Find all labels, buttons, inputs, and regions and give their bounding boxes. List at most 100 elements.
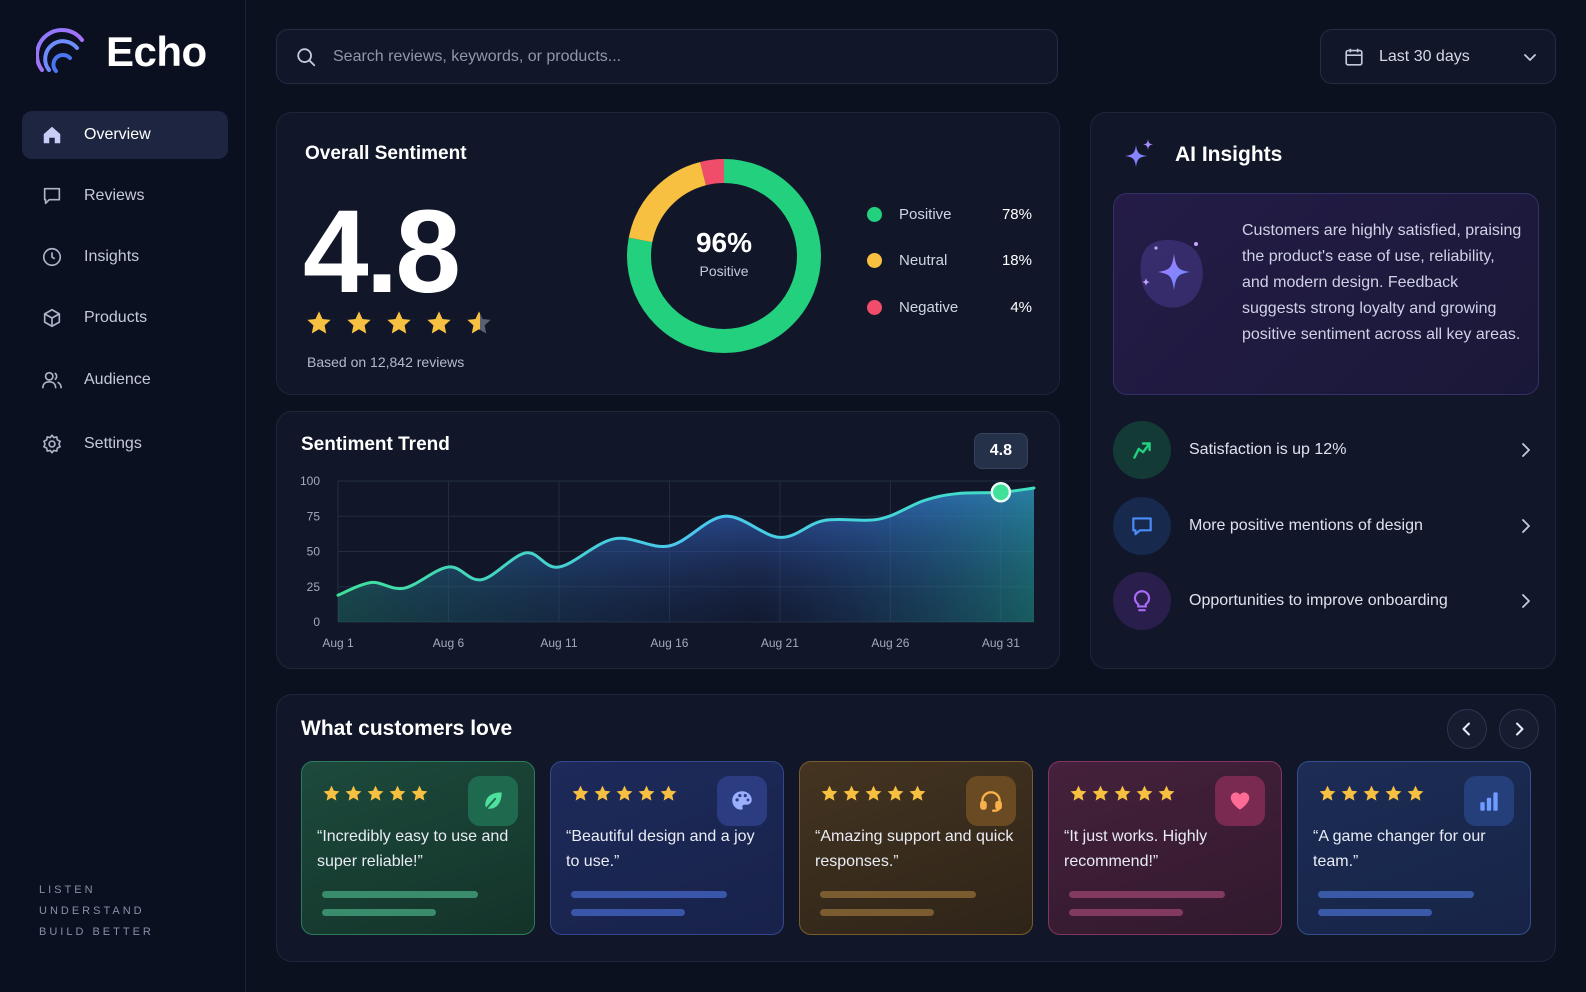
lightbulb-icon [1113, 572, 1171, 630]
y-tick-label: 25 [307, 580, 321, 594]
trend-highlight-point[interactable] [990, 482, 1012, 503]
chat-icon [1113, 497, 1171, 555]
star-icon [1363, 785, 1380, 801]
star-icon [821, 785, 838, 801]
sidebar-item-settings[interactable]: Settings [22, 420, 228, 468]
carousel-next-button[interactable] [1499, 709, 1539, 749]
sidebar: Echo Overview Reviews Insights Products [0, 0, 246, 992]
sentiment-score: 4.8 [303, 186, 461, 318]
y-tick-label: 75 [307, 509, 321, 523]
x-tick-label: Aug 11 [540, 636, 577, 650]
star-icon [387, 311, 411, 334]
star-icon [1407, 785, 1424, 801]
star-icon [660, 785, 677, 801]
insight-design[interactable]: More positive mentions of design [1113, 497, 1533, 555]
review-stars [1318, 784, 1425, 803]
trend-tooltip: 4.8 [973, 433, 1028, 470]
legend-positive: Positive 78% [867, 206, 1032, 223]
chevron-right-icon [1522, 443, 1530, 457]
chevron-right-icon [1522, 519, 1530, 533]
x-tick-label: Aug 16 [650, 636, 688, 650]
star-icon [909, 785, 926, 801]
insight-onboarding[interactable]: Opportunities to improve onboarding [1113, 572, 1533, 630]
skeleton-line [1069, 891, 1225, 898]
sidebar-item-insights[interactable]: Insights [22, 233, 228, 281]
sidebar-item-label: Products [84, 309, 148, 326]
search-input[interactable] [333, 47, 1013, 66]
chevron-right-icon [1516, 722, 1524, 736]
tagline: LISTEN UNDERSTAND BUILD BETTER [39, 880, 154, 943]
review-card[interactable]: “Amazing support and quick responses.” [799, 761, 1033, 935]
x-tick-label: Aug 6 [433, 636, 465, 650]
trend-up-icon [1113, 421, 1171, 479]
star-icon [345, 785, 362, 801]
sentiment-trend-panel: Sentiment Trend 0 25 50 75 100 Aug 1 Aug 6 Aug… [276, 411, 1060, 669]
insight-label: More positive mentions of design [1189, 517, 1423, 534]
insight-satisfaction[interactable]: Satisfaction is up 12% [1113, 421, 1533, 479]
carousel-prev-button[interactable] [1447, 709, 1487, 749]
legend-pct: 78% [1001, 206, 1032, 223]
review-quote: “It just works. Highly recommend!” [1064, 828, 1208, 870]
skeleton-line [820, 891, 976, 898]
skeleton-line [1318, 909, 1432, 916]
y-tick-label: 0 [313, 615, 320, 629]
sidebar-item-label: Settings [84, 435, 142, 452]
half-star-icon [467, 311, 491, 334]
sentiment-trend-chart: 0 25 50 75 100 Aug 1 Aug 6 Aug 11 Aug 16 Aug 21 A… [300, 474, 1036, 650]
star-icon [594, 785, 611, 801]
legend-neutral: Neutral 18% [867, 252, 1032, 269]
message-icon [40, 184, 64, 208]
date-range-select[interactable]: Last 30 days [1320, 29, 1556, 84]
search-icon [297, 47, 316, 66]
star-icon [427, 311, 451, 334]
star-icon [1136, 785, 1153, 801]
insight-label: Satisfaction is up 12% [1189, 441, 1347, 458]
sidebar-item-label: Overview [84, 126, 151, 143]
logo[interactable]: Echo [36, 26, 207, 78]
bar-chart-icon [1464, 776, 1514, 826]
review-quote: “Incredibly easy to use and super reliab… [317, 828, 509, 870]
star-icon [616, 785, 633, 801]
heart-icon [1215, 776, 1265, 826]
review-card[interactable]: “It just works. Highly recommend!” [1048, 761, 1282, 935]
x-tick-label: Aug 26 [871, 636, 909, 650]
review-card[interactable]: “Incredibly easy to use and super reliab… [301, 761, 535, 935]
star-icon [1114, 785, 1131, 801]
donut-value: 96% [695, 227, 753, 258]
sidebar-item-audience[interactable]: Audience [22, 356, 228, 404]
legend-label: Negative [899, 299, 959, 316]
sidebar-item-reviews[interactable]: Reviews [22, 172, 228, 220]
review-quote: “Amazing support and quick responses.” [815, 828, 1014, 870]
legend-pct: 4% [1010, 299, 1032, 316]
skeleton-line [1318, 891, 1474, 898]
review-card[interactable]: “A game changer for our team.” [1297, 761, 1531, 935]
star-icon [347, 311, 371, 334]
legend-dot [867, 300, 882, 315]
sidebar-item-overview[interactable]: Overview [22, 111, 228, 159]
star-icon [843, 785, 860, 801]
sidebar-item-label: Insights [84, 248, 140, 265]
skeleton-line [820, 909, 934, 916]
y-tick-label: 50 [307, 545, 321, 559]
echo-logo-icon [36, 28, 84, 73]
sidebar-item-label: Reviews [84, 187, 145, 204]
legend-dot [867, 253, 882, 268]
star-icon [887, 785, 904, 801]
star-icon [638, 785, 655, 801]
panel-title: Sentiment Trend [301, 434, 450, 455]
search-bar [276, 29, 1058, 84]
panel-title: Overall Sentiment [305, 143, 467, 164]
tagline-line: UNDERSTAND [39, 905, 145, 917]
star-icon [307, 311, 331, 334]
skeleton-line [571, 909, 685, 916]
legend-pct: 18% [1001, 252, 1032, 269]
review-stars [1069, 784, 1176, 803]
star-icon [1341, 785, 1358, 801]
headset-icon [966, 776, 1016, 826]
skeleton-line [1069, 909, 1183, 916]
donut-label: Positive [699, 263, 749, 279]
review-card[interactable]: “Beautiful design and a joy to use.” [550, 761, 784, 935]
sidebar-item-products[interactable]: Products [22, 294, 228, 342]
ai-summary-text: Customers are highly satisfied, praising… [1242, 222, 1522, 343]
star-icon [1319, 785, 1336, 801]
